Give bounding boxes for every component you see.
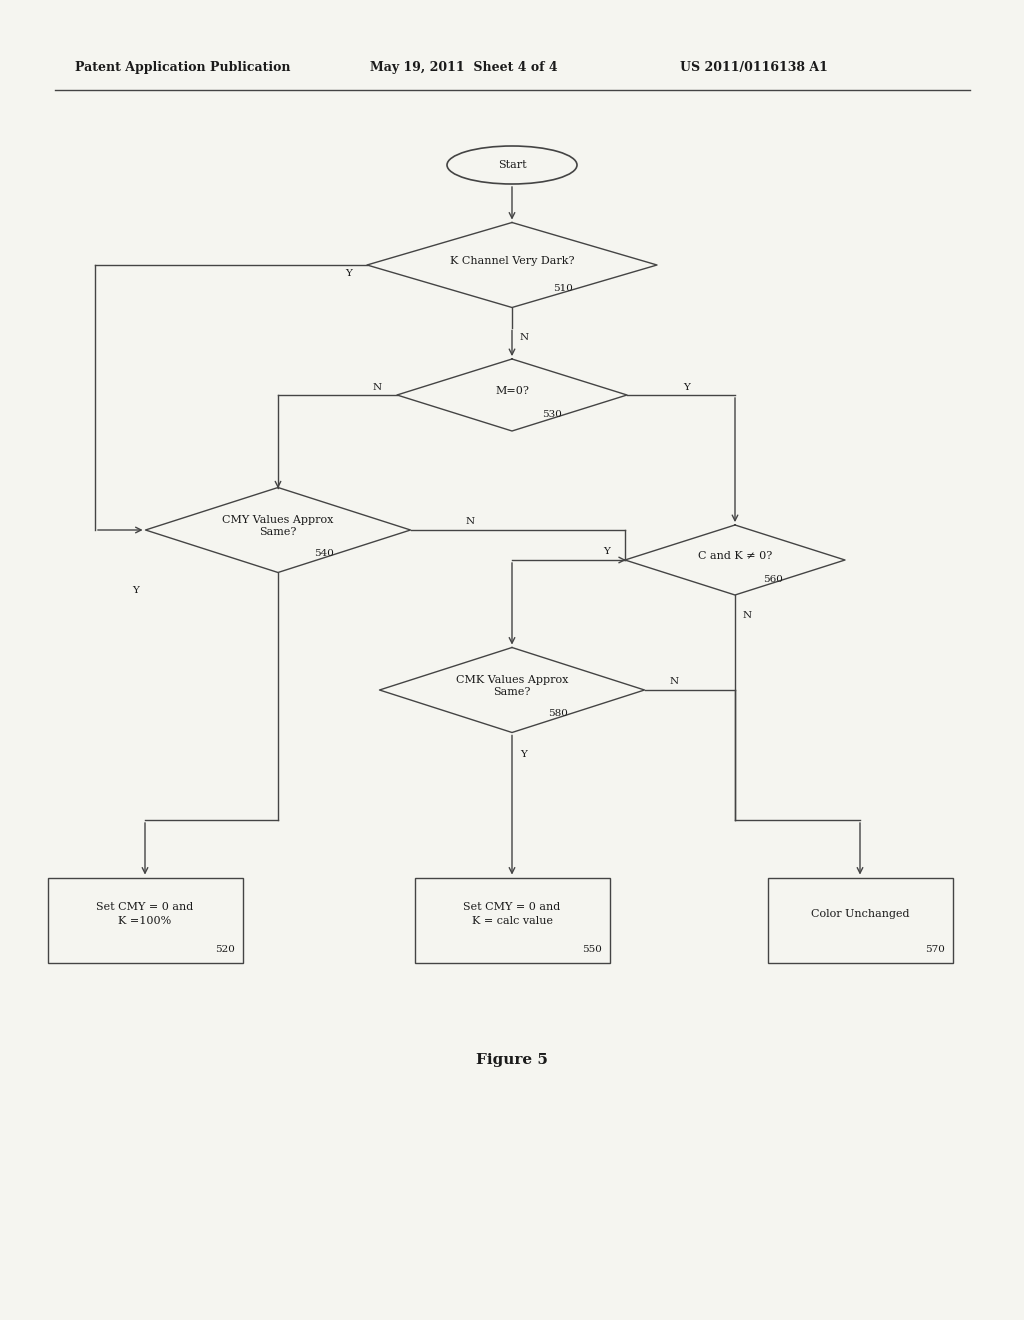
Text: K Channel Very Dark?: K Channel Very Dark? (450, 256, 574, 267)
Text: Figure 5: Figure 5 (476, 1053, 548, 1067)
Bar (415, 878, 609, 962)
Text: Y: Y (684, 383, 690, 392)
Text: Color Unchanged: Color Unchanged (811, 909, 909, 919)
Text: 540: 540 (314, 549, 334, 558)
Text: M=0?: M=0? (495, 385, 529, 396)
Text: US 2011/0116138 A1: US 2011/0116138 A1 (680, 62, 827, 74)
Text: N: N (466, 517, 475, 527)
Text: Start: Start (498, 160, 526, 170)
Text: CMK Values Approx
Same?: CMK Values Approx Same? (456, 675, 568, 697)
Text: 580: 580 (549, 709, 568, 718)
Bar (47, 878, 243, 962)
Text: 520: 520 (215, 945, 234, 954)
Text: 510: 510 (553, 284, 572, 293)
Text: Set CMY = 0 and
K = calc value: Set CMY = 0 and K = calc value (464, 903, 560, 925)
Text: Y: Y (520, 750, 527, 759)
Text: Patent Application Publication: Patent Application Publication (75, 62, 291, 74)
Text: May 19, 2011  Sheet 4 of 4: May 19, 2011 Sheet 4 of 4 (370, 62, 558, 74)
Text: 560: 560 (764, 574, 783, 583)
Text: N: N (519, 333, 528, 342)
Text: Y: Y (345, 268, 352, 277)
Text: N: N (742, 610, 752, 619)
Text: Set CMY = 0 and
K =100%: Set CMY = 0 and K =100% (96, 903, 194, 925)
Text: Y: Y (603, 548, 610, 557)
Text: 530: 530 (543, 411, 562, 420)
Text: 570: 570 (925, 945, 944, 954)
Text: Y: Y (132, 586, 139, 595)
Text: N: N (373, 383, 382, 392)
Text: N: N (670, 677, 679, 686)
Text: CMY Values Approx
Same?: CMY Values Approx Same? (222, 515, 334, 537)
Bar (768, 878, 952, 962)
Text: C and K ≠ 0?: C and K ≠ 0? (698, 550, 772, 561)
Text: 550: 550 (582, 945, 601, 954)
